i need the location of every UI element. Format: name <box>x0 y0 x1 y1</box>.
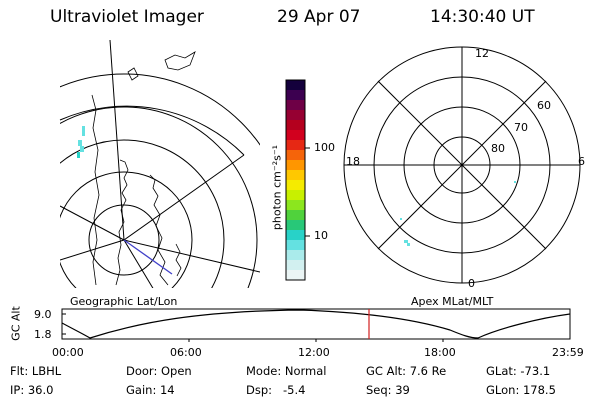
left-panel-caption: Geographic Lat/Lon <box>70 295 178 308</box>
color-scale-cell <box>286 80 305 91</box>
colorbar-tick-100: 100 <box>314 141 335 154</box>
info-glat: GLat: -73.1 <box>486 364 551 378</box>
timeline-xtick-0600: 06:00 <box>170 346 202 359</box>
info-seq: Seq: 39 <box>366 383 410 397</box>
info-dsp: Dsp: -5.4 <box>246 383 306 397</box>
info-glon: GLon: 178.5 <box>486 383 556 397</box>
satellite-orbit-track <box>60 205 173 275</box>
image-date: 29 Apr 07 <box>277 7 361 27</box>
color-scale-cell <box>286 100 305 111</box>
polar-uv-dots <box>400 181 516 246</box>
timeline-frame <box>61 308 571 340</box>
mlt-label-12: 12 <box>475 47 489 60</box>
instrument-title: Ultraviolet Imager <box>50 7 204 27</box>
right-panel-caption: Apex MLat/MLT <box>411 295 494 308</box>
color-scale-cell <box>286 170 305 181</box>
image-time: 14:30:40 UT <box>430 7 535 27</box>
timeline-plot <box>61 308 571 342</box>
color-scale-cell <box>286 240 305 251</box>
latitude-circles <box>60 73 260 288</box>
info-filter: Flt: LBHL <box>10 364 62 378</box>
coastlines <box>91 51 196 286</box>
info-gain: Gain: 14 <box>126 383 175 397</box>
mlat-label-60: 60 <box>537 99 551 112</box>
info-mode: Mode: Normal <box>246 364 327 378</box>
info-door: Door: Open <box>126 364 192 378</box>
mlt-label-18: 18 <box>346 155 360 168</box>
timeline-ylabel: GC Alt <box>9 306 23 341</box>
color-scale-cell <box>286 250 305 261</box>
color-scale-frame <box>285 79 306 281</box>
colorbar-tick-10: 10 <box>314 229 328 242</box>
color-scale-cell <box>286 270 305 281</box>
info-ip: IP: 36.0 <box>10 383 54 397</box>
color-scale-cell <box>286 90 305 101</box>
color-scale-cell <box>286 260 305 271</box>
color-scale-cell <box>286 190 305 201</box>
color-scale-cell <box>286 180 305 191</box>
color-scale-cell <box>286 220 305 231</box>
color-scale-cell <box>286 230 305 241</box>
color-scale-bar <box>286 80 305 281</box>
geographic-map <box>60 40 260 288</box>
color-scale-cell <box>286 110 305 121</box>
timeline-xtick-1200: 12:00 <box>298 346 330 359</box>
timeline-ytick-9: 9.0 <box>34 308 52 321</box>
color-scale-cell <box>286 200 305 211</box>
color-scale-cell <box>286 140 305 151</box>
mlat-label-80: 80 <box>491 142 505 155</box>
longitude-lines <box>60 40 260 288</box>
colorbar-unit-label: photon cm⁻²s⁻¹ <box>270 144 284 231</box>
timeline-ticks <box>62 313 444 342</box>
timeline-ytick-1.8: 1.8 <box>34 328 52 341</box>
polar-plot <box>343 46 581 284</box>
altitude-curve <box>62 309 570 339</box>
mlt-label-0: 0 <box>468 277 475 290</box>
polar-diagonal-2 <box>377 80 547 250</box>
timeline-xtick-2359: 23:59 <box>552 346 584 359</box>
color-scale-ticks <box>305 147 310 237</box>
mlt-label-6: 6 <box>578 155 585 168</box>
color-scale-cell <box>286 160 305 171</box>
imager-field-boundary <box>59 105 245 156</box>
mlat-label-70: 70 <box>514 121 528 134</box>
uv-aurora-patch <box>77 126 85 158</box>
timeline-xtick-0000: 00:00 <box>52 346 84 359</box>
color-scale-cell <box>286 120 305 131</box>
color-scale-cell <box>286 130 305 141</box>
info-gc-alt: GC Alt: 7.6 Re <box>366 364 447 378</box>
timeline-xtick-1800: 18:00 <box>424 346 456 359</box>
color-scale-cell <box>286 150 305 161</box>
color-scale-cell <box>286 210 305 221</box>
